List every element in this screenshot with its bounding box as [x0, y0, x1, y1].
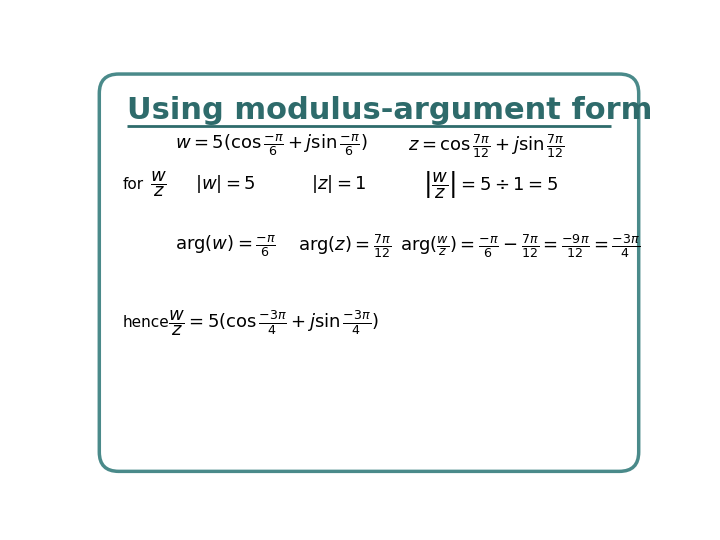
FancyBboxPatch shape: [99, 74, 639, 471]
Text: $\arg(w) = \frac{-\pi}{6}$: $\arg(w) = \frac{-\pi}{6}$: [175, 233, 276, 259]
Text: for: for: [122, 177, 144, 192]
Text: $\dfrac{w}{z} = 5(\cos\frac{-3\pi}{4} + j\sin\frac{-3\pi}{4})$: $\dfrac{w}{z} = 5(\cos\frac{-3\pi}{4} + …: [168, 308, 378, 338]
Text: $w = 5(\cos\frac{-\pi}{6} + j\sin\frac{-\pi}{6})$: $w = 5(\cos\frac{-\pi}{6} + j\sin\frac{-…: [175, 132, 368, 158]
Text: $\arg(\frac{w}{z}) = \frac{-\pi}{6} - \frac{7\pi}{12} = \frac{-9\pi}{12} = \frac: $\arg(\frac{w}{z}) = \frac{-\pi}{6} - \f…: [400, 232, 640, 260]
Text: $z = \cos\frac{7\pi}{12} + j\sin\frac{7\pi}{12}$: $z = \cos\frac{7\pi}{12} + j\sin\frac{7\…: [408, 132, 564, 160]
Text: hence: hence: [122, 315, 169, 330]
Text: $\left|\dfrac{w}{z}\right| = 5 \div 1 = 5$: $\left|\dfrac{w}{z}\right| = 5 \div 1 = …: [423, 168, 559, 200]
Text: $\dfrac{w}{z}$: $\dfrac{w}{z}$: [150, 170, 167, 199]
Text: Using modulus-argument form: Using modulus-argument form: [127, 96, 652, 125]
Text: $\arg(z) = \frac{7\pi}{12}$: $\arg(z) = \frac{7\pi}{12}$: [297, 232, 391, 260]
Text: $|w| = 5$: $|w| = 5$: [194, 173, 256, 195]
Text: $|z| = 1$: $|z| = 1$: [311, 173, 366, 195]
